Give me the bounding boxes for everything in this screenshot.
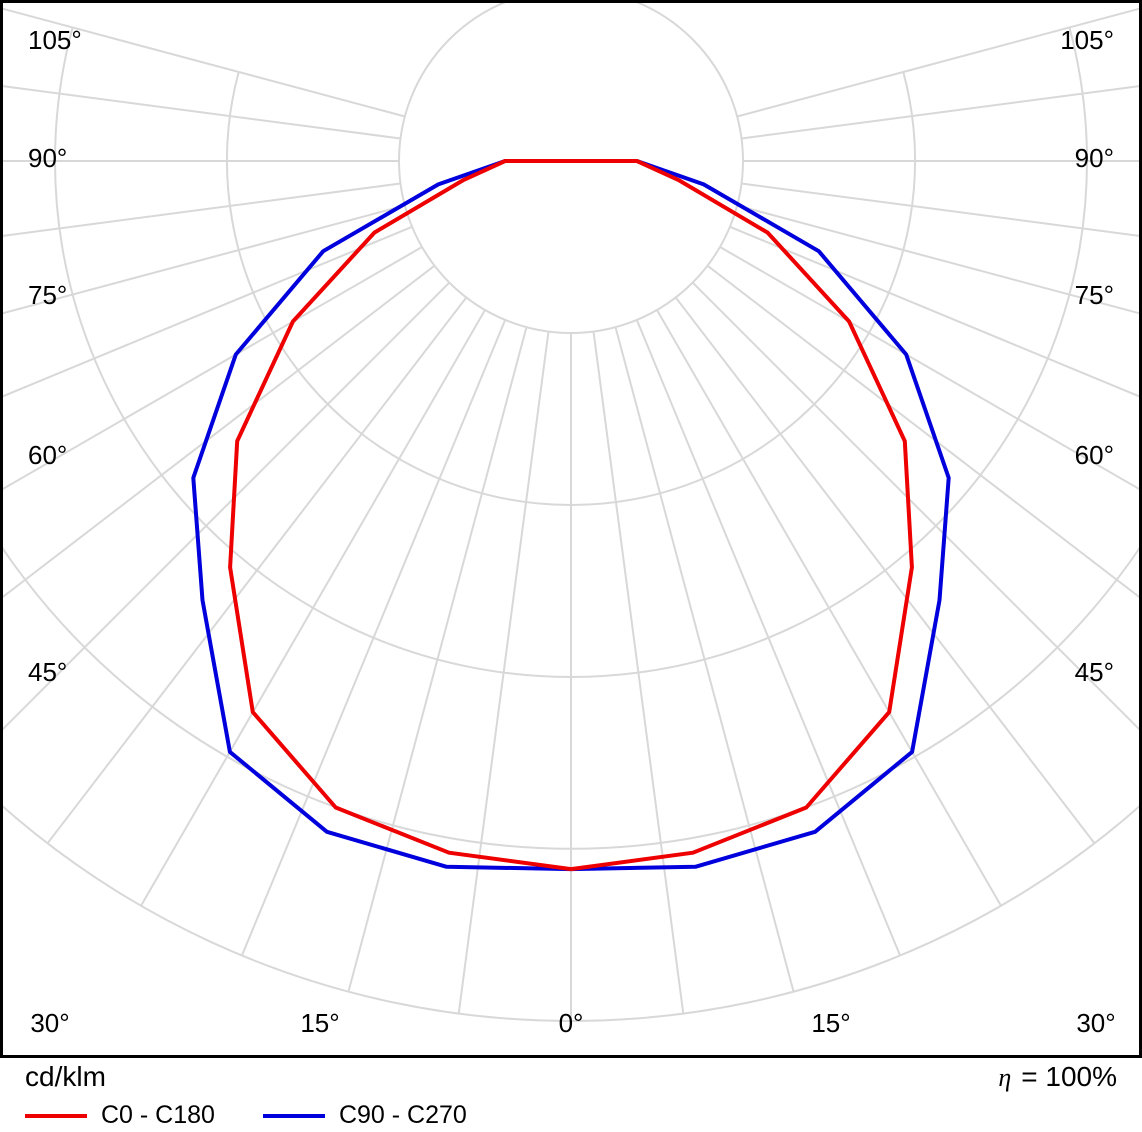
grid-ray <box>691 281 1142 734</box>
efficiency-label: η = 100% <box>998 1062 1117 1093</box>
grid-ray <box>0 281 451 734</box>
grid-ray <box>0 182 401 238</box>
grid-ray <box>140 309 486 907</box>
grid-ray <box>347 326 528 992</box>
angle-label-left: 105° <box>28 25 82 55</box>
grid-ray <box>46 296 468 844</box>
efficiency-value: = 100% <box>1021 1061 1117 1092</box>
grid-ray <box>614 326 795 992</box>
angle-label-right: 45° <box>1075 657 1114 687</box>
grid-ray <box>635 319 902 956</box>
legend-line-swatch <box>262 1113 325 1118</box>
curve-c0-c180 <box>228 159 914 872</box>
grid-ray <box>736 204 1142 316</box>
legend-line-swatch <box>25 1113 87 1118</box>
legend-area: cd/klm η = 100% C0 - C180 C90 - C270 <box>0 1058 1142 1132</box>
angle-label-left: 60° <box>28 440 67 470</box>
grid-ray <box>741 182 1142 238</box>
plot-border <box>0 0 1142 1058</box>
grid-ray <box>0 246 423 492</box>
angle-label-bottom: 30° <box>1076 1008 1115 1038</box>
grid-ray <box>240 319 507 956</box>
curve-c90-c270 <box>191 159 951 872</box>
angle-label-bottom: 15° <box>811 1008 850 1038</box>
legend-item-c90-c270: C90 - C270 <box>262 1101 467 1130</box>
grid-ray <box>741 84 1142 140</box>
units-label: cd/klm <box>25 1061 106 1092</box>
angle-label-right: 90° <box>1075 143 1114 173</box>
grid-ray <box>0 84 401 140</box>
angle-label-right: 105° <box>1060 25 1114 55</box>
polar-diagram: 105° 90° 75° 60° 45° 105° 90° 75° 60° 45° 30° 15° 0°… <box>0 0 1142 1058</box>
angle-label-right: 60° <box>1075 440 1114 470</box>
legend-series: C0 - C180 C90 - C270 <box>25 1101 1117 1130</box>
angle-label-left: 90° <box>28 143 67 173</box>
polar-chart-svg: 105° 90° 75° 60° 45° 105° 90° 75° 60° 45° 30° 15° 0°… <box>0 0 1142 1058</box>
legend-label: C0 - C180 <box>101 1101 215 1129</box>
grid-ray <box>674 296 1096 844</box>
grid-ray <box>0 204 406 316</box>
grid-ray <box>656 309 1002 907</box>
grid-ray <box>457 331 550 1014</box>
grid-ray <box>0 264 436 601</box>
grid-ray <box>736 6 1142 118</box>
angle-label-bottom: 15° <box>300 1008 339 1038</box>
angle-label-bottom: 30° <box>30 1008 69 1038</box>
legend-item-c0-c180: C0 - C180 <box>25 1101 215 1130</box>
angle-label-bottom: 0° <box>559 1008 584 1038</box>
grid-ray <box>719 246 1142 492</box>
angle-label-right: 75° <box>1075 280 1114 310</box>
eta-symbol: η <box>998 1063 1012 1092</box>
grid-ray <box>592 331 685 1014</box>
angle-label-left: 45° <box>28 657 67 687</box>
angle-label-left: 75° <box>28 280 67 310</box>
grid-ray <box>0 6 406 118</box>
legend-label: C90 - C270 <box>338 1101 467 1129</box>
legend-header-row: cd/klm η = 100% <box>25 1062 1117 1093</box>
grid-ray <box>706 264 1142 601</box>
